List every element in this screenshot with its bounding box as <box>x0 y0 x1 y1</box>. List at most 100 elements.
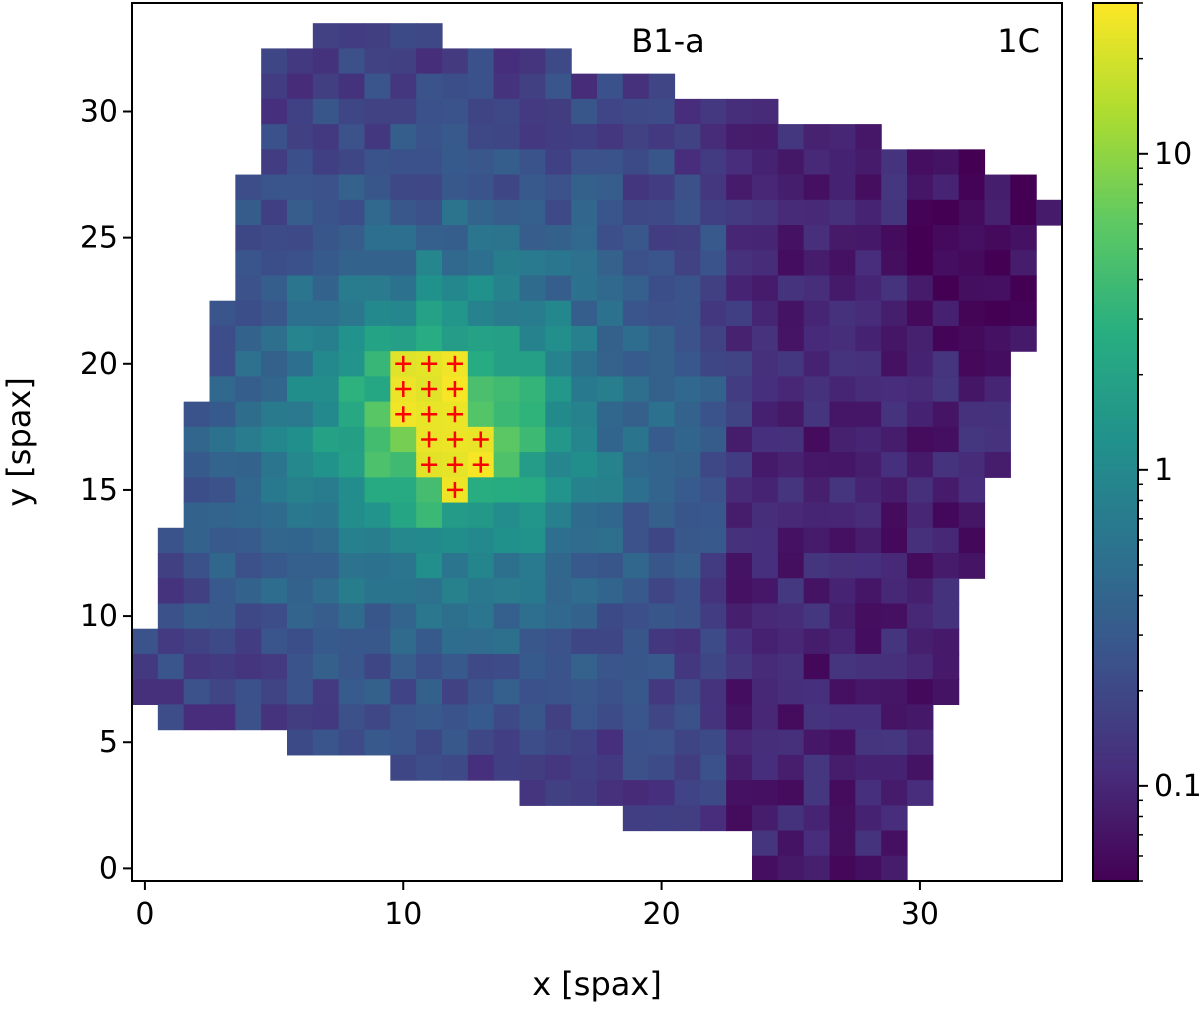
heatmap-cell <box>674 805 701 832</box>
heatmap-cell <box>881 679 908 705</box>
heatmap-cell <box>674 174 701 201</box>
heatmap-cell <box>777 603 805 630</box>
heatmap-cell <box>312 704 340 731</box>
y-tick-label: 25 <box>80 221 118 256</box>
heatmap-cell <box>777 452 805 478</box>
heatmap-cell <box>674 704 701 731</box>
heatmap-cell <box>674 452 701 478</box>
heatmap-cell <box>571 553 598 579</box>
heatmap-cell <box>364 527 391 554</box>
heatmap-cell <box>235 401 262 428</box>
heatmap-cell <box>777 174 805 201</box>
heatmap-cell <box>390 704 417 731</box>
heatmap-cell <box>364 704 391 731</box>
heatmap-cell <box>881 325 908 352</box>
heatmap-cell <box>545 477 572 504</box>
heatmap-cell <box>312 628 340 655</box>
heatmap-cell <box>261 477 288 504</box>
heatmap-cell <box>209 527 236 554</box>
heatmap-cell <box>235 376 262 403</box>
heatmap-cell <box>467 578 495 605</box>
heatmap-cell <box>777 855 805 881</box>
heatmap-cell <box>726 527 753 554</box>
heatmap-cell <box>545 754 572 781</box>
heatmap-cell <box>674 477 701 504</box>
heatmap-cell <box>338 729 366 756</box>
heatmap-cell <box>209 653 236 680</box>
heatmap-cell <box>829 275 856 302</box>
heatmap-cell <box>519 477 546 504</box>
heatmap-cell <box>442 653 469 680</box>
heatmap-cell <box>467 401 495 428</box>
heatmap-cell <box>726 780 753 806</box>
heatmap-cell <box>984 300 1011 327</box>
heatmap-cell <box>390 628 417 655</box>
heatmap-cell <box>390 98 417 125</box>
heatmap-cell <box>416 578 443 605</box>
heatmap-cell <box>907 325 934 352</box>
heatmap-cell <box>132 653 159 680</box>
colorbar: 0.1 1 10 <box>1092 2 1200 882</box>
heatmap-cell <box>648 477 676 504</box>
heatmap-cell <box>416 250 443 277</box>
heatmap-cell <box>726 275 753 302</box>
heatmap-cell <box>726 149 753 176</box>
spaxel-marker <box>421 456 438 473</box>
heatmap-cell <box>312 73 340 100</box>
heatmap-cell <box>571 527 598 554</box>
heatmap-cell <box>261 376 288 403</box>
heatmap-cell <box>803 704 831 731</box>
heatmap-cell <box>338 199 366 226</box>
heatmap-cell <box>519 754 546 781</box>
heatmap-cell <box>829 174 856 201</box>
x-tick-label: 10 <box>384 897 422 932</box>
heatmap-cell <box>752 578 779 605</box>
heatmap-cell <box>855 855 882 881</box>
heatmap-cell <box>777 729 805 756</box>
heatmap-cell <box>777 300 805 327</box>
heatmap-cell <box>261 426 288 453</box>
heatmap-cell <box>777 351 805 377</box>
heatmap-cell <box>493 98 521 125</box>
heatmap-cell <box>648 426 676 453</box>
heatmap-cell <box>467 729 495 756</box>
heatmap-cell <box>803 426 831 453</box>
heatmap-cell <box>958 275 986 302</box>
heatmap-cell <box>907 603 934 630</box>
heatmap-cell <box>287 174 314 201</box>
heatmap-cell <box>752 830 779 857</box>
heatmap-cell <box>881 553 908 579</box>
heatmap-cell <box>932 250 960 277</box>
heatmap-cell <box>829 199 856 226</box>
heatmap-cell <box>571 275 598 302</box>
heatmap-cell <box>907 553 934 579</box>
heatmap-cell <box>545 553 572 579</box>
heatmap-cell <box>803 149 831 176</box>
heatmap-cell <box>855 426 882 453</box>
heatmap-cell <box>803 578 831 605</box>
heatmap-cell <box>597 300 624 327</box>
heatmap-cell <box>416 527 443 554</box>
heatmap-cell <box>364 48 391 75</box>
heatmap-cell <box>493 704 521 731</box>
heatmap-cell <box>261 401 288 428</box>
heatmap-cell <box>519 250 546 277</box>
x-tick-label: 0 <box>135 897 154 932</box>
heatmap-cell <box>545 124 572 150</box>
heatmap-cell <box>597 376 624 403</box>
heatmap-cell <box>958 351 986 377</box>
heatmap-cell <box>881 830 908 857</box>
heatmap-cell <box>545 225 572 251</box>
heatmap-cell <box>338 300 366 327</box>
heatmap-cell <box>442 679 469 705</box>
heatmap-cell <box>442 174 469 201</box>
heatmap-cell <box>752 98 779 125</box>
heatmap-cell <box>829 300 856 327</box>
heatmap-cell <box>545 679 572 705</box>
heatmap-cell <box>622 351 650 377</box>
heatmap-cell <box>984 426 1011 453</box>
heatmap-cell <box>648 805 676 832</box>
heatmap-cell <box>312 325 340 352</box>
heatmap-cell <box>803 780 831 806</box>
